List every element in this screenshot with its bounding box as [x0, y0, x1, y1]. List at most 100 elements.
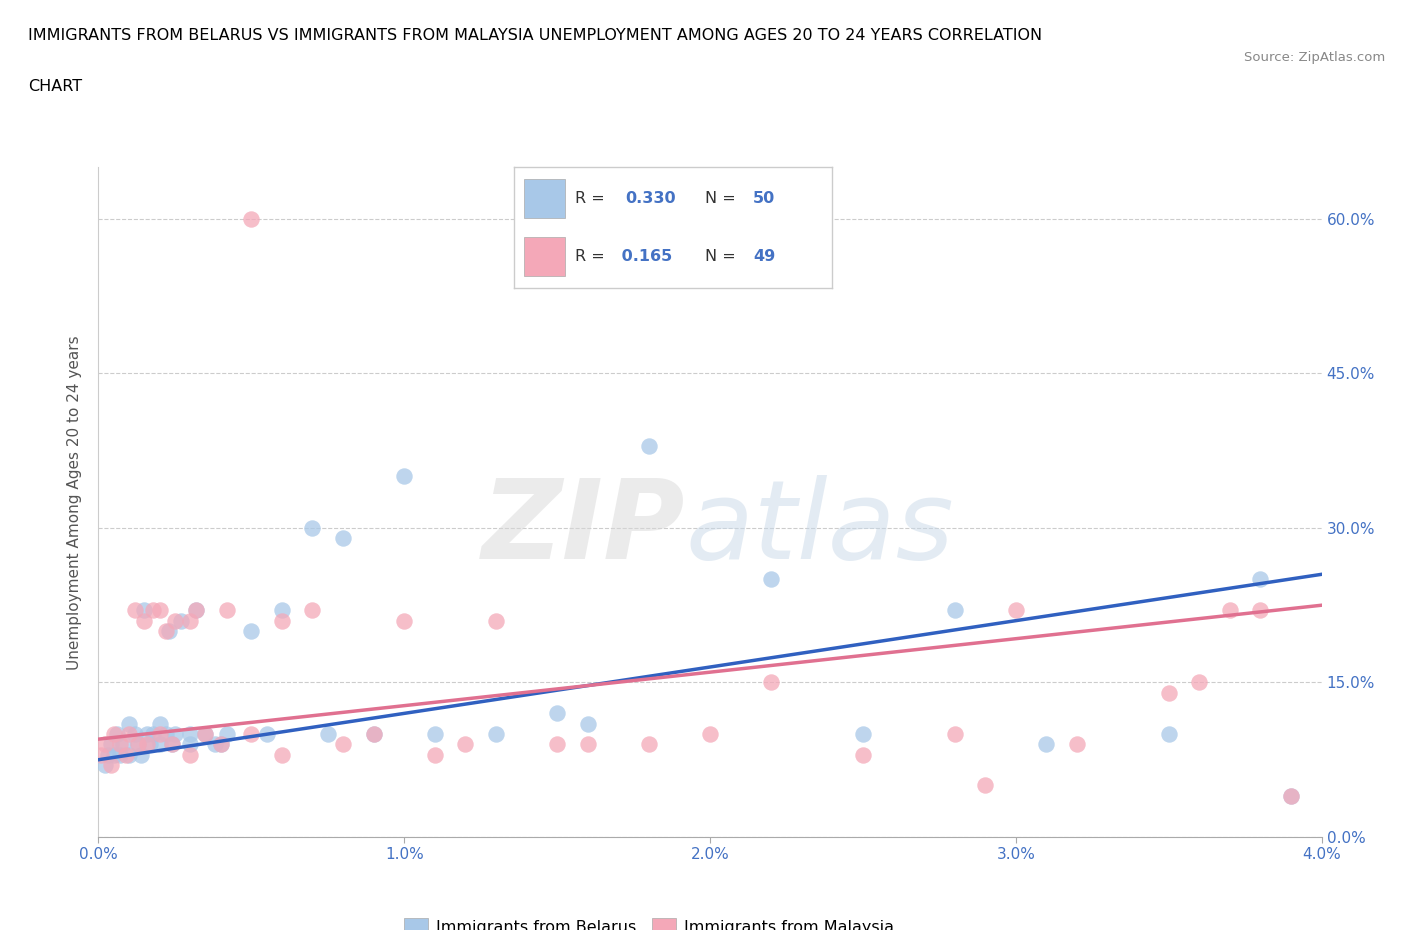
- Point: [699, 726, 721, 741]
- Point: [1157, 726, 1180, 741]
- Point: [160, 737, 183, 751]
- Point: [204, 737, 226, 751]
- Point: [485, 726, 508, 741]
- Point: [546, 706, 568, 721]
- Point: [108, 747, 131, 762]
- Text: atlas: atlas: [686, 475, 955, 582]
- Point: [852, 747, 875, 762]
- Point: [637, 737, 661, 751]
- Point: [194, 726, 217, 741]
- Point: [118, 716, 141, 731]
- Point: [1188, 675, 1211, 690]
- Point: [209, 737, 232, 751]
- Point: [127, 737, 149, 751]
- Point: [240, 211, 263, 226]
- Text: IMMIGRANTS FROM BELARUS VS IMMIGRANTS FROM MALAYSIA UNEMPLOYMENT AMONG AGES 20 T: IMMIGRANTS FROM BELARUS VS IMMIGRANTS FR…: [28, 28, 1042, 43]
- Point: [974, 778, 997, 793]
- Text: Source: ZipAtlas.com: Source: ZipAtlas.com: [1244, 51, 1385, 64]
- Point: [759, 572, 782, 587]
- Point: [97, 747, 120, 762]
- Point: [209, 737, 232, 751]
- Point: [454, 737, 477, 751]
- Point: [136, 726, 159, 741]
- Point: [115, 747, 138, 762]
- Point: [155, 623, 177, 638]
- Point: [240, 726, 263, 741]
- Point: [93, 757, 115, 772]
- Point: [256, 726, 278, 741]
- Point: [576, 716, 599, 731]
- Point: [1219, 603, 1241, 618]
- Point: [103, 747, 125, 762]
- Point: [215, 726, 238, 741]
- Point: [186, 603, 208, 618]
- Text: ZIP: ZIP: [482, 475, 686, 582]
- Point: [1279, 789, 1302, 804]
- Point: [149, 737, 172, 751]
- Y-axis label: Unemployment Among Ages 20 to 24 years: Unemployment Among Ages 20 to 24 years: [67, 335, 83, 670]
- Point: [194, 726, 217, 741]
- Point: [1004, 603, 1026, 618]
- Point: [1249, 572, 1271, 587]
- Point: [149, 603, 172, 618]
- Point: [392, 613, 416, 628]
- Point: [1157, 685, 1180, 700]
- Point: [363, 726, 385, 741]
- Point: [240, 623, 263, 638]
- Point: [93, 737, 115, 751]
- Point: [111, 737, 134, 751]
- Point: [423, 726, 446, 741]
- Point: [316, 726, 339, 741]
- Point: [139, 737, 162, 751]
- Point: [270, 613, 294, 628]
- Point: [301, 603, 323, 618]
- Point: [108, 737, 131, 751]
- Point: [215, 603, 238, 618]
- Point: [134, 613, 156, 628]
- Point: [332, 531, 354, 546]
- Point: [179, 613, 201, 628]
- Point: [127, 737, 149, 751]
- Point: [301, 521, 323, 536]
- Legend: Immigrants from Belarus, Immigrants from Malaysia: Immigrants from Belarus, Immigrants from…: [398, 912, 900, 930]
- Point: [142, 726, 165, 741]
- Point: [1249, 603, 1271, 618]
- Point: [105, 726, 128, 741]
- Point: [1279, 789, 1302, 804]
- Point: [179, 726, 201, 741]
- Point: [100, 737, 122, 751]
- Point: [103, 726, 125, 741]
- Point: [155, 726, 177, 741]
- Point: [179, 747, 201, 762]
- Point: [943, 726, 966, 741]
- Point: [270, 603, 294, 618]
- Point: [186, 603, 208, 618]
- Point: [270, 747, 294, 762]
- Point: [170, 613, 193, 628]
- Point: [1066, 737, 1088, 751]
- Point: [142, 603, 165, 618]
- Point: [160, 737, 183, 751]
- Text: CHART: CHART: [28, 79, 82, 94]
- Point: [546, 737, 568, 751]
- Point: [852, 726, 875, 741]
- Point: [90, 747, 112, 762]
- Point: [163, 613, 186, 628]
- Point: [163, 726, 186, 741]
- Point: [149, 716, 172, 731]
- Point: [118, 747, 141, 762]
- Point: [392, 469, 416, 484]
- Point: [149, 726, 172, 741]
- Point: [759, 675, 782, 690]
- Point: [124, 726, 146, 741]
- Point: [1035, 737, 1057, 751]
- Point: [943, 603, 966, 618]
- Point: [134, 603, 156, 618]
- Point: [129, 747, 152, 762]
- Point: [485, 613, 508, 628]
- Point: [157, 623, 180, 638]
- Point: [179, 737, 201, 751]
- Point: [576, 737, 599, 751]
- Point: [363, 726, 385, 741]
- Point: [118, 726, 141, 741]
